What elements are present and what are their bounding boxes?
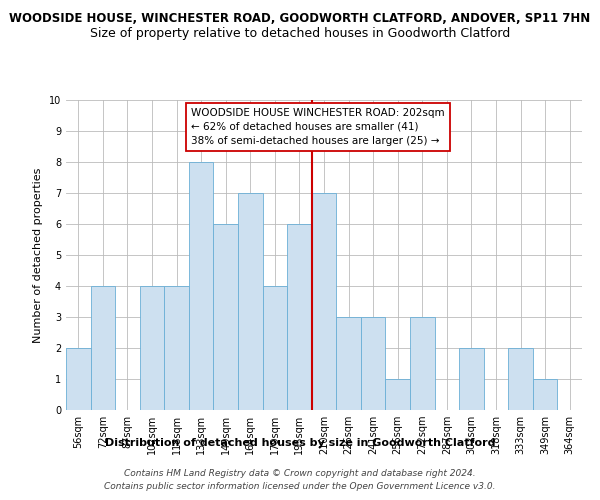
Bar (533, 379, 557, 410)
Bar (164, 286, 189, 410)
Bar (508, 348, 533, 410)
Bar (238, 193, 263, 410)
Bar (287, 224, 312, 410)
Bar (263, 286, 287, 410)
Bar (66, 348, 91, 410)
Text: WOODSIDE HOUSE WINCHESTER ROAD: 202sqm
← 62% of detached houses are smaller (41): WOODSIDE HOUSE WINCHESTER ROAD: 202sqm ←… (191, 108, 445, 146)
Bar (361, 317, 385, 410)
Bar (410, 317, 434, 410)
Bar (385, 379, 410, 410)
Text: Contains HM Land Registry data © Crown copyright and database right 2024.
Contai: Contains HM Land Registry data © Crown c… (104, 469, 496, 491)
Bar (336, 317, 361, 410)
Text: WOODSIDE HOUSE, WINCHESTER ROAD, GOODWORTH CLATFORD, ANDOVER, SP11 7HN: WOODSIDE HOUSE, WINCHESTER ROAD, GOODWOR… (10, 12, 590, 26)
Y-axis label: Number of detached properties: Number of detached properties (34, 168, 43, 342)
Bar (189, 162, 214, 410)
Bar (140, 286, 164, 410)
Bar (312, 193, 336, 410)
Bar (91, 286, 115, 410)
Bar (459, 348, 484, 410)
Text: Size of property relative to detached houses in Goodworth Clatford: Size of property relative to detached ho… (90, 28, 510, 40)
Text: Distribution of detached houses by size in Goodworth Clatford: Distribution of detached houses by size … (105, 438, 495, 448)
Bar (214, 224, 238, 410)
